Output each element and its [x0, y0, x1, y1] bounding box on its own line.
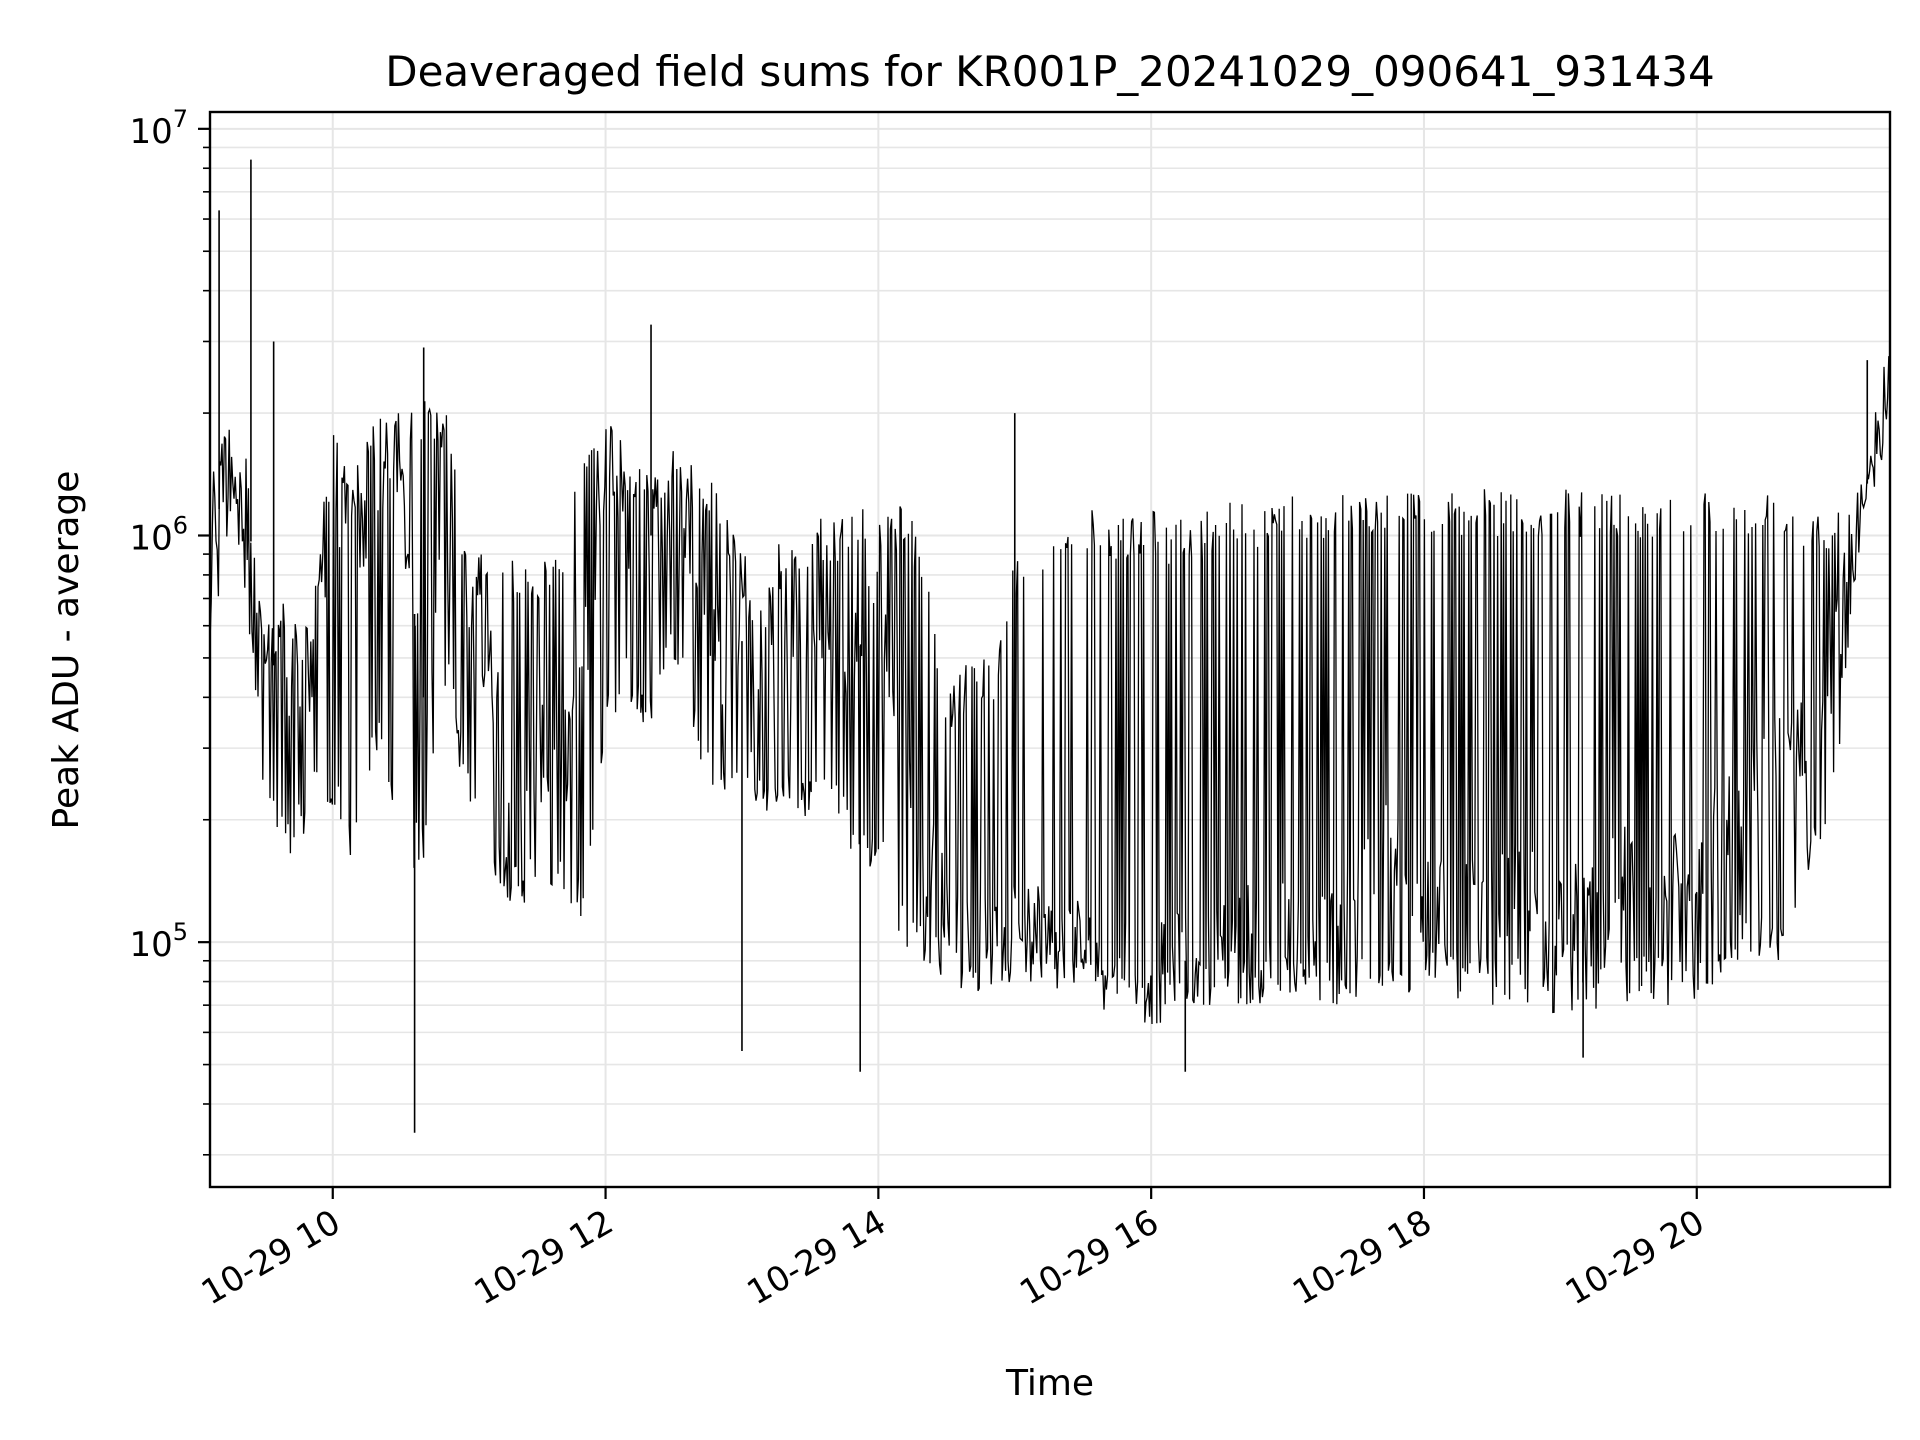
series-line [209, 356, 1891, 1025]
x-tick-label: 10-29 14 [740, 1202, 892, 1313]
plot-frame [208, 110, 1892, 1189]
x-tick-label: 10-29 10 [195, 1202, 347, 1313]
x-tick-label: 10-29 16 [1013, 1202, 1165, 1313]
x-axis: 10-29 10 10-29 12 10-29 14 10-29 16 10-29 18… [195, 1187, 1711, 1313]
y-axis: 105 106 107 [129, 105, 210, 1156]
data-series [209, 159, 1891, 1133]
y-tick-label: 105 [129, 918, 188, 965]
x-tick-label: 10-29 12 [468, 1202, 620, 1313]
y-axis-label: Peak ADU - average [46, 471, 87, 830]
y-tick-label: 107 [129, 105, 188, 152]
x-tick-label: 10-29 18 [1286, 1202, 1438, 1313]
chart-title: Deaveraged field sums for KR001P_2024102… [385, 47, 1715, 96]
x-axis-label: Time [1005, 1363, 1094, 1404]
x-tick-label: 10-29 20 [1559, 1202, 1711, 1313]
y-tick-label: 106 [129, 511, 188, 558]
